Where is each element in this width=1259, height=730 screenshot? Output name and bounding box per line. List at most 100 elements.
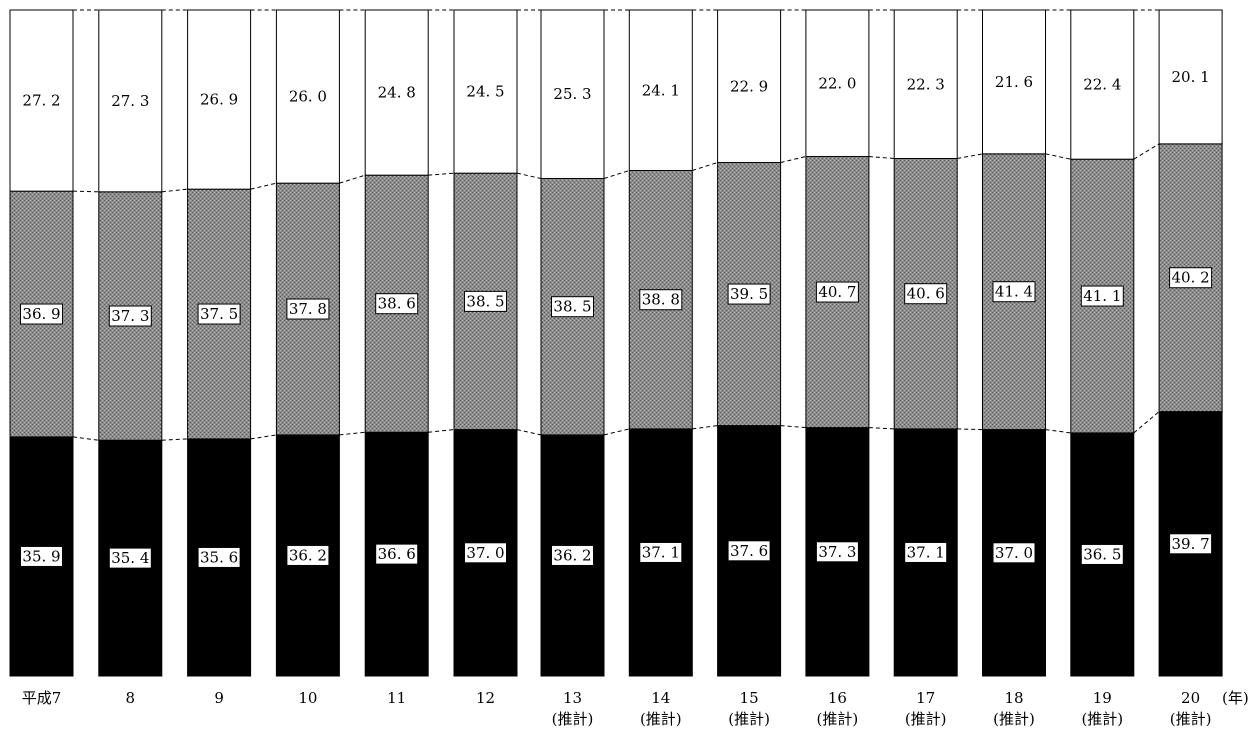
value-label-box-1-8 [727,283,771,305]
value-label-box-0-2 [197,546,241,568]
category-note-12: (推計) [1081,710,1123,728]
value-label-box-1-3 [286,298,330,320]
connector-1-1 [161,188,188,193]
value-label-1-0: 36. 9 [22,305,60,323]
category-labels: 平成7 8 9 10 11 12 13 (推計) 14 (推計) 15 (推計) 16 (推計) 17 (推計… [22,689,1212,728]
value-label-box-0-6 [551,544,594,566]
connector-1-6 [603,170,630,179]
value-label-box-1-4 [375,293,419,315]
value-label-box-1-11 [992,281,1036,303]
value-label-1-11: 41. 4 [995,283,1033,301]
bar-segment-2-10 [893,9,958,160]
value-label-box-0-0 [20,545,63,567]
bar-segment-2-6 [540,9,605,179]
value-label-0-9: 37. 3 [818,543,856,561]
value-label-box-0-7 [639,541,683,563]
connector-1-12 [1133,143,1160,160]
bar-segment-2-13 [1158,9,1223,145]
category-label-8: 15 [740,689,759,707]
connector-0-4 [428,429,455,433]
value-label-0-7: 37. 1 [642,543,680,561]
value-label-2-9: 22. 0 [818,74,856,92]
value-label-box-1-0 [20,303,63,325]
category-label-12: 19 [1093,689,1112,707]
value-label-box-0-5 [464,542,507,564]
value-label-box-0-9 [815,541,859,563]
value-label-2-7: 24. 1 [642,81,680,99]
category-note-11: (推計) [993,710,1035,728]
value-label-box-0-11 [992,542,1036,564]
value-label-2-3: 26. 0 [289,88,327,106]
value-label-1-10: 40. 6 [907,285,945,303]
value-label-0-4: 36. 6 [378,545,416,563]
value-label-2-2: 26. 9 [200,91,238,109]
bar-segment-2-9 [805,9,870,158]
value-label-2-13: 20. 1 [1172,68,1210,86]
connector-0-9 [868,427,895,430]
bar-segment-2-0 [9,9,74,192]
connector-0-5 [516,429,542,436]
category-note-10: (推計) [905,710,947,728]
value-label-1-5: 38. 5 [466,292,504,310]
value-label-box-1-7 [639,289,683,311]
value-label-box-1-9 [815,281,859,303]
bar-segment-2-2 [187,9,252,190]
category-label-2: 9 [214,689,224,707]
value-label-0-10: 37. 1 [907,543,945,561]
value-label-1-2: 37. 5 [200,305,238,323]
category-label-11: 18 [1004,689,1023,707]
bar-segment-2-1 [98,9,163,193]
category-label-1: 8 [126,689,136,707]
value-label-box-0-1 [108,547,152,569]
connector-0-7 [692,425,718,430]
category-label-9: 16 [828,689,847,707]
value-label-1-3: 37. 8 [289,300,327,318]
connector-0-1 [161,438,188,441]
bar-segment-2-12 [1070,9,1135,160]
x-unit-label: (年) [1222,689,1249,707]
value-label-box-0-12 [1080,543,1124,565]
category-label-7: 14 [651,689,670,707]
value-label-1-9: 40. 7 [818,283,856,301]
value-label-2-8: 22. 9 [730,77,768,95]
connector-lines [72,9,1160,441]
value-label-1-8: 39. 5 [730,285,768,303]
value-label-box-1-2 [197,303,241,325]
bar-segment-2-5 [453,9,518,174]
connector-0-6 [603,428,630,436]
value-label-box-1-12 [1080,285,1124,307]
bars: 35. 9 36. 9 27. 2 35. 4 37. 3 27. 3 35. 6 37. 5… [9,9,1223,677]
value-label-box-0-10 [904,541,948,563]
value-label-1-12: 41. 1 [1083,287,1121,305]
category-label-3: 10 [298,689,317,707]
category-label-5: 12 [476,689,495,707]
value-label-1-6: 38. 5 [553,298,591,316]
value-label-box-1-1 [108,305,152,327]
value-label-2-11: 21. 6 [995,73,1033,91]
connector-0-10 [957,428,983,431]
connector-1-7 [692,162,718,171]
value-label-0-0: 35. 9 [22,547,60,565]
connector-1-8 [780,156,807,164]
value-label-2-12: 22. 4 [1083,76,1121,94]
value-label-2-5: 24. 5 [466,83,504,101]
value-label-box-1-10 [904,283,948,305]
connector-1-3 [339,174,366,184]
connector-1-2 [250,182,277,190]
value-label-0-12: 36. 5 [1083,545,1121,563]
bar-segment-2-8 [717,9,782,164]
value-label-box-1-5 [464,290,507,312]
connector-0-0 [72,436,99,441]
value-label-0-3: 36. 2 [289,546,327,564]
connector-0-12 [1133,411,1160,434]
value-label-box-0-4 [375,543,419,565]
value-label-2-4: 24. 8 [378,84,416,102]
value-label-box-1-6 [551,296,594,318]
category-label-6: 13 [563,689,582,707]
category-label-0: 平成7 [22,689,62,707]
category-note-9: (推計) [817,710,859,728]
value-label-2-0: 27. 2 [22,92,60,110]
connector-0-11 [1045,429,1071,434]
category-note-6: (推計) [552,710,594,728]
